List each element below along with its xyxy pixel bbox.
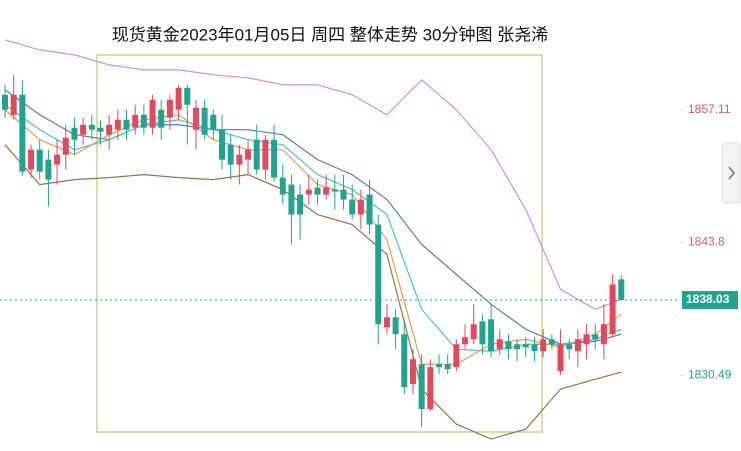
candle-body <box>444 364 451 370</box>
candle-body <box>618 279 625 301</box>
collapse-button[interactable] <box>721 142 741 204</box>
candle-body <box>383 317 390 328</box>
candle-body <box>149 99 156 128</box>
chart-title: 现货黄金2023年01月05日 周四 整体走势 30分钟图 张尧浠 <box>112 25 548 44</box>
candle-body <box>314 187 321 195</box>
candle-body <box>357 199 364 215</box>
candle-body <box>548 339 555 345</box>
candle-body <box>201 107 208 135</box>
candle-body <box>253 139 260 170</box>
candle-body <box>375 224 382 325</box>
candle-body <box>496 339 503 350</box>
candle-body <box>28 149 35 170</box>
candle-body <box>557 344 564 372</box>
candle-body <box>522 344 529 348</box>
candle-body <box>427 367 434 410</box>
candle-body <box>279 177 286 195</box>
candle-body <box>531 344 538 352</box>
candle-body <box>271 139 278 178</box>
candle-body <box>470 324 477 340</box>
candle-body <box>340 189 347 200</box>
candle-body <box>184 87 191 105</box>
candle-body <box>574 339 581 352</box>
candle-body <box>54 154 61 165</box>
candle-body <box>88 124 95 130</box>
candle-body <box>479 321 486 345</box>
candle-body <box>166 99 173 118</box>
candle-body <box>227 144 234 165</box>
candle-body <box>114 119 121 130</box>
candle-body <box>401 334 408 388</box>
candle-body <box>600 324 607 345</box>
candle-body <box>123 119 130 130</box>
candle-body <box>245 149 252 160</box>
candle-body <box>418 364 425 410</box>
candle-body <box>10 94 17 115</box>
candle-body <box>97 127 104 132</box>
candle-body <box>540 339 547 352</box>
candle-body <box>462 337 469 345</box>
highlight-box <box>96 54 543 433</box>
candle-body <box>305 189 312 195</box>
candle-body <box>592 334 599 340</box>
candle-body <box>158 109 165 128</box>
candle-body <box>140 114 147 128</box>
chevron-icon <box>728 166 735 180</box>
indicator-line <box>4 39 622 310</box>
candle-body <box>80 124 87 135</box>
candle-body <box>436 364 442 368</box>
candle-body <box>132 114 139 128</box>
y-tick-label: 1830.49 <box>688 367 732 381</box>
candle-body <box>219 129 225 160</box>
candle-body <box>514 344 521 350</box>
candle-body <box>2 94 8 110</box>
candle-body <box>583 334 590 345</box>
candle-body <box>288 184 295 215</box>
candle-body <box>331 189 338 192</box>
candle-body <box>505 341 512 350</box>
y-tick-label: 1843.8 <box>688 235 725 249</box>
candle-body <box>106 124 113 135</box>
candle-body <box>566 344 573 350</box>
candle-body <box>409 359 416 385</box>
candle-body <box>36 149 43 172</box>
candle-body <box>210 114 217 130</box>
candle-body <box>175 87 182 110</box>
candle-body <box>19 94 26 172</box>
candle-body <box>192 107 199 130</box>
last-price-box <box>682 291 738 310</box>
candle-body <box>453 344 460 368</box>
candle-body <box>349 199 356 215</box>
candle-body <box>262 139 269 170</box>
candle-body <box>297 194 304 215</box>
indicator-line <box>4 144 622 440</box>
candle-body <box>45 159 52 180</box>
candle-body <box>323 187 330 195</box>
candle-body <box>62 137 69 155</box>
candle-body <box>71 127 78 140</box>
candle-body <box>366 194 373 225</box>
y-tick-label: 1857.11 <box>688 102 731 116</box>
candle-body <box>392 317 399 335</box>
candle-body <box>609 284 616 335</box>
last-price-label: 1838.03 <box>686 292 730 306</box>
candle-body <box>236 154 243 165</box>
candle-body <box>488 319 495 352</box>
